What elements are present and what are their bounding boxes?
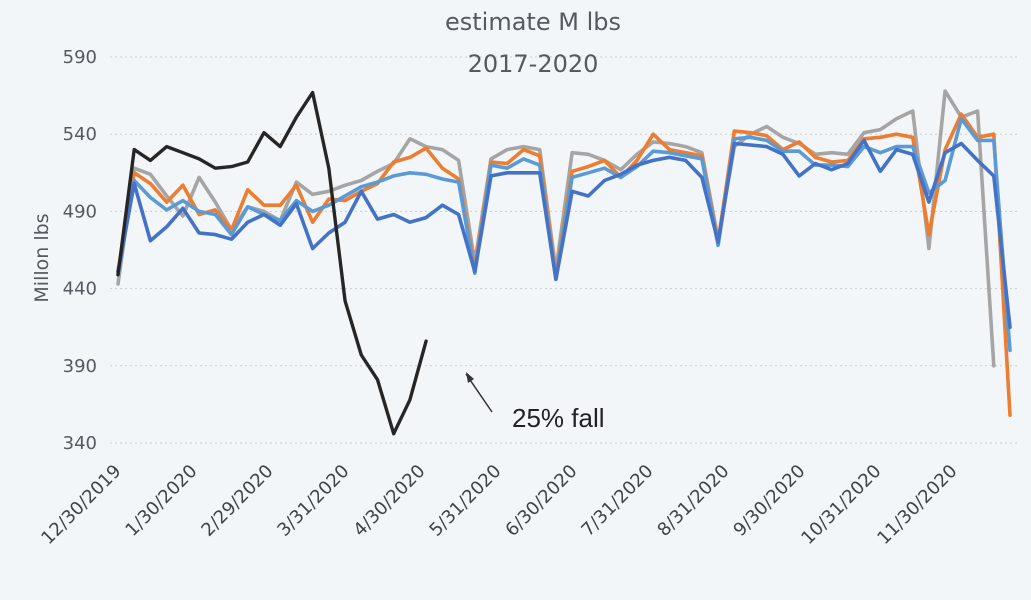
x-tick-label: 9/30/2020 — [729, 461, 809, 541]
series-lines — [116, 89, 1012, 436]
chart-title-line-2: 2017-2020 — [468, 50, 599, 78]
y-tick-label: 540 — [63, 124, 97, 145]
grid-lines — [110, 56, 1020, 444]
x-tick-label: 3/31/2020 — [273, 461, 353, 541]
y-tick-label: 340 — [63, 433, 97, 454]
series-line-5 — [116, 90, 428, 436]
y-tick-label: 590 — [63, 47, 97, 68]
x-tick-label: 6/30/2020 — [501, 461, 581, 541]
series-line-4 — [116, 138, 1012, 330]
x-tick-label: 7/31/2020 — [577, 461, 657, 541]
annotation-arrow — [465, 372, 493, 413]
x-tick-label: 4/30/2020 — [349, 461, 429, 541]
y-tick-label: 490 — [63, 201, 97, 222]
x-tick-label: 2/29/2020 — [197, 461, 277, 541]
arrow-head — [466, 372, 474, 383]
series-line-1 — [116, 89, 996, 368]
y-axis-label: Millon lbs — [31, 213, 53, 302]
x-tick-label: 12/30/2019 — [37, 461, 125, 549]
series-line-2 — [116, 112, 1012, 418]
x-tick-label: 11/30/2020 — [873, 461, 961, 549]
x-tick-label: 5/31/2020 — [425, 461, 505, 541]
y-axis-ticks: 340 390 440 490 540 590 — [63, 47, 97, 454]
x-axis-ticks: 12/30/20191/30/20202/29/20203/31/20204/3… — [37, 461, 961, 549]
x-tick-label: 10/31/2020 — [797, 461, 885, 549]
x-tick-label: 1/30/2020 — [121, 461, 201, 541]
y-tick-label: 440 — [63, 279, 97, 300]
chart-title-line-1: estimate M lbs — [445, 8, 621, 36]
y-tick-label: 390 — [63, 356, 97, 377]
x-tick-label: 8/31/2020 — [653, 461, 733, 541]
annotation-text: 25% fall — [512, 403, 605, 433]
